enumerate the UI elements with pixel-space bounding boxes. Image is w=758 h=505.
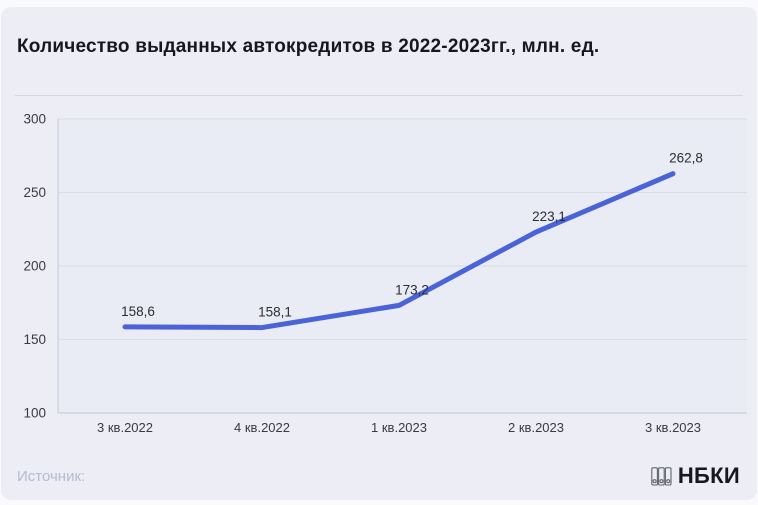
chart-card: Количество выданных автокредитов в 2022-…	[1, 7, 757, 500]
data-label: 173,2	[395, 282, 429, 297]
data-label: 262,8	[669, 151, 703, 166]
data-label: 223,1	[532, 209, 566, 224]
line-chart: 100 150 200 250 300 3 кв.2022 4 кв.2022 1 кв.20…	[1, 95, 758, 447]
footer: Источник: НБКИ	[17, 459, 740, 493]
trend-line	[122, 171, 676, 331]
y-tick-label: 150	[23, 332, 46, 347]
data-label: 158,1	[258, 305, 292, 320]
y-tick-label: 250	[23, 185, 46, 200]
y-tick-label: 100	[23, 406, 46, 421]
y-tick-label: 200	[23, 259, 46, 274]
line-chart-svg: 100 150 200 250 300 3 кв.2022 4 кв.2022 1 кв.20…	[23, 112, 747, 435]
source-label: Источник:	[17, 467, 86, 485]
y-tick-label: 300	[23, 112, 46, 127]
x-tick-label: 2 кв.2023	[508, 420, 564, 435]
chart-title: Количество выданных автокредитов в 2022-…	[17, 36, 600, 57]
x-tick-label: 3 кв.2023	[645, 420, 701, 435]
title-divider	[15, 95, 743, 96]
x-tick-label: 1 кв.2023	[371, 420, 427, 435]
x-tick-label: 4 кв.2022	[234, 420, 290, 435]
data-label: 158,6	[121, 304, 155, 319]
brand-logo: НБКИ	[651, 463, 740, 489]
brand-name: НБКИ	[677, 463, 740, 488]
x-tick-label: 3 кв.2022	[97, 420, 153, 435]
binders-icon	[651, 466, 672, 486]
